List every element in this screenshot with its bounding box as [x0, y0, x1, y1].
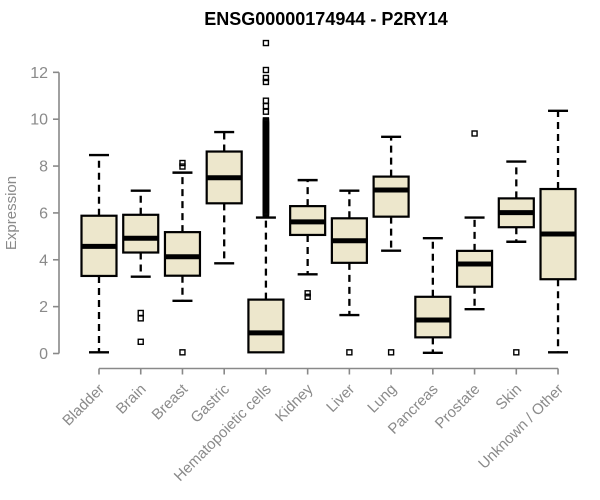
- outlier-point: [304, 290, 311, 297]
- box-group-kidney: [289, 178, 327, 300]
- box-group-lung: [372, 135, 410, 356]
- box-lung: [372, 175, 410, 218]
- box-breast: [163, 231, 202, 277]
- outlier-point: [262, 108, 270, 115]
- outlier-point: [137, 338, 144, 345]
- y-tick-label: 10: [30, 112, 48, 129]
- box-group-unknown-other: [539, 109, 577, 354]
- outlier-point: [262, 117, 270, 124]
- outlier-point: [471, 130, 478, 137]
- box-group-prostate: [455, 130, 494, 311]
- box-brain: [122, 213, 160, 254]
- box-group-brain: [122, 189, 160, 345]
- outlier-point: [179, 349, 186, 356]
- outlier-point: [304, 293, 311, 300]
- outlier-point: [262, 39, 270, 47]
- x-tick-label: Breast: [149, 380, 192, 423]
- box-pancreas: [414, 295, 452, 339]
- x-tick-label: Prostate: [432, 381, 484, 433]
- outlier-point: [346, 349, 353, 356]
- chart-title: ENSG00000174944 - P2RY14: [204, 9, 448, 29]
- y-tick-label: 8: [39, 159, 48, 176]
- outlier-point: [262, 74, 270, 82]
- outlier-point: [137, 315, 144, 322]
- x-tick-label: Bladder: [59, 381, 108, 430]
- y-tick-label: 2: [39, 299, 48, 316]
- box-hematopoietic-cells: [247, 298, 285, 354]
- outlier-point: [262, 97, 270, 104]
- outlier-point: [137, 309, 144, 317]
- outlier-point: [262, 102, 270, 110]
- x-tick-label: Skin: [492, 381, 525, 414]
- outlier-point: [179, 159, 186, 167]
- y-tick-label: 12: [30, 65, 48, 82]
- x-tick-label: Kidney: [272, 380, 317, 425]
- box-group-hematopoietic-cells: [247, 39, 285, 354]
- outlier-point: [262, 66, 270, 74]
- outlier-point: [262, 78, 270, 86]
- box-group-pancreas: [414, 237, 452, 354]
- outlier-point: [387, 349, 395, 356]
- y-tick-label: 4: [39, 252, 48, 269]
- box-group-bladder: [80, 153, 118, 354]
- box-prostate: [455, 249, 494, 288]
- box-group-skin: [497, 160, 535, 356]
- outlier-point: [179, 163, 186, 170]
- y-tick-label: 0: [39, 346, 48, 363]
- boxes: [80, 39, 577, 356]
- box-group-liver: [330, 189, 368, 356]
- box-group-gastric: [205, 130, 243, 265]
- y-tick-label: 6: [39, 205, 48, 222]
- outlier-point: [513, 349, 520, 356]
- box-group-breast: [163, 159, 202, 356]
- x-tick-label: Brain: [113, 381, 150, 418]
- x-tick-label: Lung: [364, 381, 400, 417]
- y-axis-label: Expression: [3, 176, 20, 250]
- x-tick-label: Liver: [323, 381, 358, 416]
